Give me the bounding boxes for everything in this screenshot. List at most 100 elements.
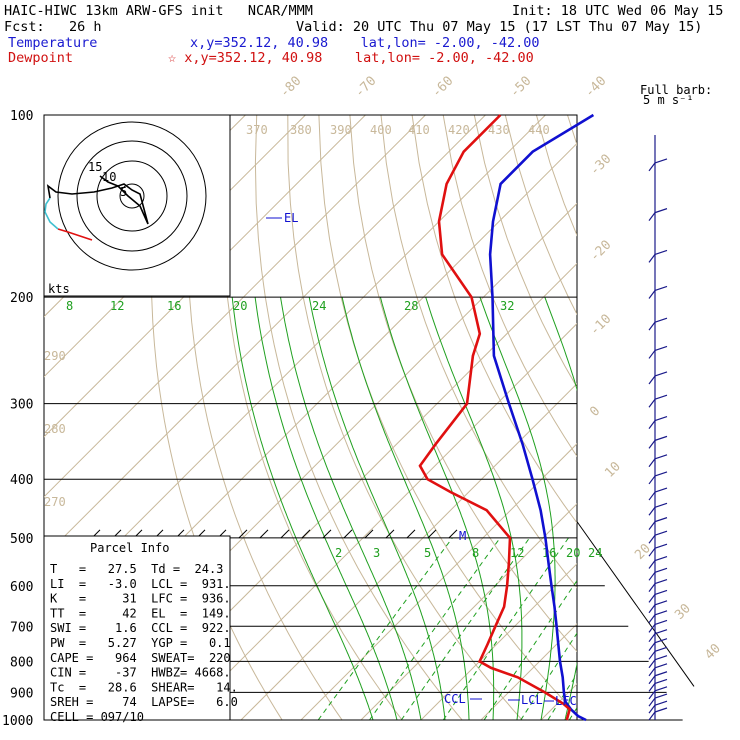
hodograph: 15 10 5 kts	[44, 115, 230, 296]
wind-barb	[655, 544, 667, 548]
wind-barb	[655, 318, 667, 322]
pressure-label: 700	[10, 620, 33, 635]
wind-barb	[655, 159, 667, 163]
wind-barb-flag	[649, 676, 655, 684]
moist-adiabat-line	[232, 297, 373, 720]
wind-barb-flag	[649, 322, 655, 330]
dry-adiabat-line	[536, 115, 740, 720]
mixing-ratio-label: 12	[110, 299, 124, 313]
mixing-ratio-label: 3	[373, 546, 380, 560]
isotherm-line	[661, 115, 740, 720]
pressure-label: 900	[10, 686, 33, 701]
parcel-info-box: Parcel Info T = 27.5 Td = 24.3LI = -3.0 …	[44, 536, 238, 724]
isotherm-label: 40	[702, 641, 724, 663]
isotherm-line	[481, 115, 740, 720]
parcel-info-row: CIN = -37 HWBZ= 4668.	[50, 666, 231, 680]
moist-adiabat-line	[380, 297, 493, 720]
wind-barb-flag	[649, 643, 655, 651]
wind-barbs	[649, 135, 667, 720]
wind-barb	[655, 395, 667, 399]
wind-barb	[655, 518, 667, 522]
hodograph-label-10: 10	[102, 170, 116, 184]
wind-barb-flag	[649, 712, 655, 720]
pressure-label: 600	[10, 580, 33, 595]
el-label: EL	[284, 211, 298, 225]
sounding-profiles	[420, 115, 593, 720]
dry-adiabat-line	[412, 115, 740, 720]
isotherm-label: -20	[587, 238, 614, 265]
wind-barb-flag	[649, 290, 655, 298]
mixing-ratio-label: 2	[335, 546, 342, 560]
wind-barb-flag	[649, 522, 655, 530]
parcel-info-row: SREH = 74 LAPSE= 6.0	[50, 695, 238, 709]
wind-barb-flag	[649, 605, 655, 613]
m-marker: M	[459, 529, 466, 543]
wind-barb	[655, 611, 667, 615]
pressure-label: 800	[10, 655, 33, 670]
wind-barb-flag	[649, 572, 655, 580]
wind-barb-flag	[649, 350, 655, 358]
parcel-info-title: Parcel Info	[90, 541, 169, 555]
isotherm-line	[421, 115, 740, 720]
wind-barb-flag	[649, 705, 655, 713]
ccl-label: CCL	[444, 692, 466, 706]
wind-barb	[655, 647, 667, 651]
mixing-ratio-label: 20	[566, 546, 580, 560]
wind-barb	[655, 209, 667, 213]
parcel-info-row: PW = 5.27 YGP = 0.1	[50, 636, 231, 650]
theta-label: 410	[408, 123, 430, 137]
wind-barb-flag	[649, 683, 655, 691]
isotherm-label: 20	[632, 541, 654, 563]
dry-adiabat-line	[599, 115, 740, 720]
tick-mark	[407, 530, 415, 538]
wind-barb-flag	[649, 651, 655, 659]
hodograph-label-5: 5	[120, 185, 127, 199]
dry-adiabat-line	[723, 115, 740, 720]
theta-label: 390	[330, 123, 352, 137]
moist-adiabat-line	[589, 297, 641, 720]
wind-barb	[655, 488, 667, 492]
pressure-label: 1000	[2, 714, 33, 729]
wind-barb-flag	[649, 615, 655, 623]
parcel-info-row: T = 27.5 Td = 24.3	[50, 562, 223, 576]
wind-barb	[655, 656, 667, 660]
theta-label: 290	[44, 349, 66, 363]
tick-mark	[302, 530, 310, 538]
isotherm-line	[541, 115, 740, 720]
mixing-ratio-label: 16	[542, 546, 556, 560]
lfc-label: LFC	[555, 694, 577, 708]
wind-barb	[655, 417, 667, 421]
wind-barb	[655, 664, 667, 668]
isotherm-line	[601, 115, 740, 720]
pressure-label: 200	[10, 291, 33, 306]
wind-barb-flag	[649, 399, 655, 407]
dry-adiabat-line	[505, 115, 740, 720]
tick-mark	[449, 530, 457, 538]
dry-adiabat-line	[692, 115, 740, 720]
wind-barb-flag	[649, 376, 655, 384]
mixing-ratio-label: 12	[510, 546, 524, 560]
wind-barb-flag	[649, 492, 655, 500]
tick-mark	[281, 530, 289, 538]
parcel-info-row: K = 31 LFC = 936.	[50, 592, 231, 606]
hodograph-label-15: 15	[88, 160, 102, 174]
mixing-ratio-label: 24	[588, 546, 602, 560]
wind-barb	[655, 286, 667, 290]
parcel-info-rows: T = 27.5 Td = 24.3LI = -3.0 LCL = 931.K …	[50, 562, 238, 724]
isotherm-label: 30	[672, 601, 694, 623]
wind-barb-flag	[649, 594, 655, 602]
wind-barb	[655, 630, 667, 634]
wind-barb-flag	[649, 660, 655, 668]
wind-barb-flag	[649, 440, 655, 448]
tick-mark	[323, 530, 331, 538]
wind-barb-flag	[649, 476, 655, 484]
wind-barb-flag	[649, 254, 655, 262]
dewpoint-profile	[420, 115, 570, 720]
dry-adiabat-line	[222, 115, 402, 720]
hodograph-frame	[44, 115, 230, 296]
wind-barb	[655, 436, 667, 440]
wind-barb-flag	[649, 634, 655, 642]
theta-label: 270	[44, 495, 66, 509]
wind-barb	[655, 620, 667, 624]
